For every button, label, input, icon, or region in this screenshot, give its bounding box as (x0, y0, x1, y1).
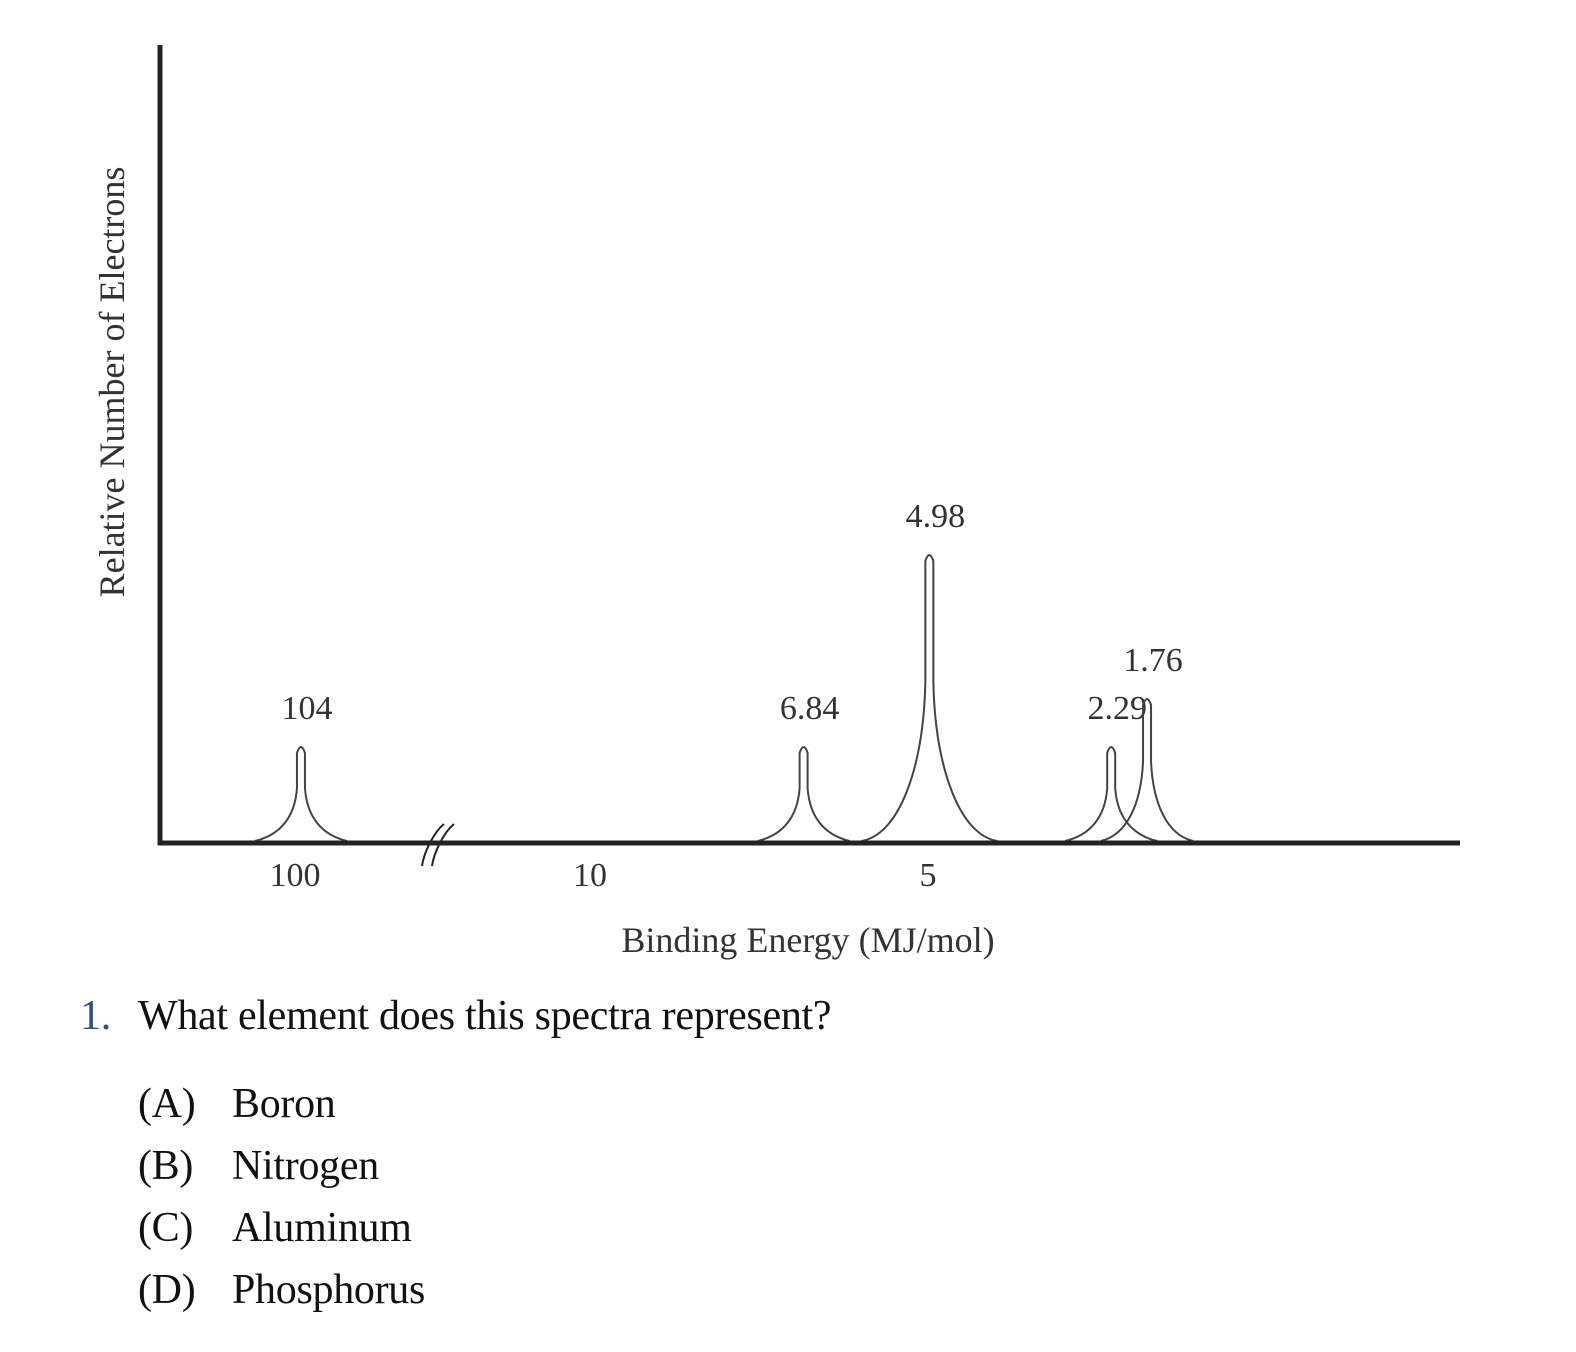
option-letter: (D) (138, 1267, 196, 1313)
peak-label-1.76: 1.76 (1123, 642, 1183, 679)
peak-104 (254, 746, 348, 842)
x-tick-10: 10 (573, 857, 607, 894)
y-axis-label: Relative Number of Electrons (92, 167, 132, 598)
option-text: Boron (232, 1081, 336, 1127)
peak-4.98 (861, 554, 998, 842)
question-number: 1. (80, 993, 111, 1039)
option-text: Nitrogen (232, 1143, 379, 1189)
x-axis-label: Binding Energy (MJ/mol) (621, 920, 994, 960)
x-tick-labels: 100 10 5 (270, 857, 937, 894)
peak-label-4.98: 4.98 (906, 498, 966, 535)
answer-options: (A) Boron (B) Nitrogen (C) Aluminum (D) Phos… (138, 1078, 425, 1326)
peak-1.76 (1100, 698, 1194, 842)
peak-label-104: 104 (281, 690, 332, 727)
x-tick-5: 5 (920, 857, 937, 894)
peak-label-6.84: 6.84 (780, 690, 840, 727)
answer-option-a[interactable]: (A) Boron (138, 1078, 425, 1140)
answer-option-c[interactable]: (C) Aluminum (138, 1202, 425, 1264)
option-letter: (A) (138, 1081, 196, 1127)
peak-6.84 (757, 746, 850, 842)
answer-option-d[interactable]: (D) Phosphorus (138, 1264, 425, 1326)
pes-chart: 104 6.84 4.98 2.29 1.76 100 10 5 Binding Energ… (92, 45, 1460, 960)
answer-option-b[interactable]: (B) Nitrogen (138, 1140, 425, 1202)
option-text: Aluminum (232, 1205, 412, 1251)
peaks-layer: 104 6.84 4.98 2.29 1.76 (254, 498, 1194, 842)
option-letter: (C) (138, 1205, 194, 1251)
option-text: Phosphorus (232, 1267, 426, 1313)
option-letter: (B) (138, 1143, 194, 1189)
x-tick-100: 100 (270, 857, 321, 894)
axis-break-mark (421, 823, 455, 867)
peak-label-2.29: 2.29 (1087, 690, 1147, 727)
question-1: 1. What element does this spectra represe… (80, 992, 832, 1040)
question-text: What element does this spectra represent… (138, 993, 832, 1039)
